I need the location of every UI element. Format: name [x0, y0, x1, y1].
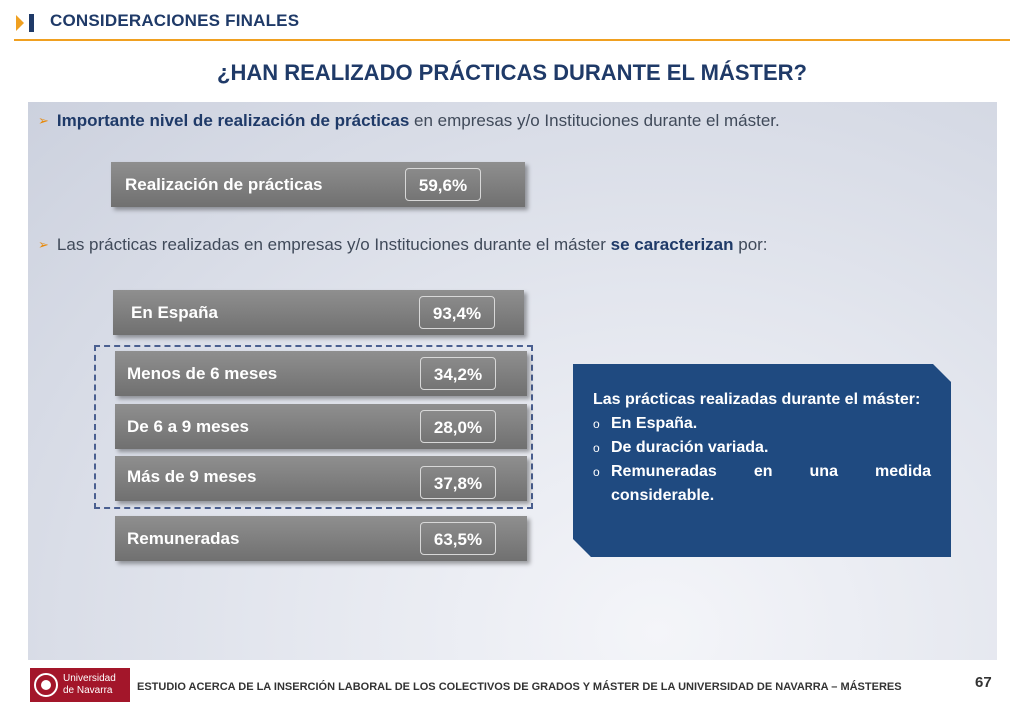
- stat-bar-espana: En España 93,4%: [113, 290, 524, 335]
- stat-label: Remuneradas: [127, 529, 240, 548]
- stat-value: 59,6%: [405, 168, 481, 201]
- summary-box: Las prácticas realizadas durante el mást…: [573, 364, 951, 557]
- summary-item: o En España.: [593, 412, 931, 436]
- summary-item-text: De duración variada.: [611, 439, 769, 456]
- header-divider: [14, 39, 1010, 41]
- bullet-intro-text: en empresas y/o Instituciones durante el…: [409, 111, 780, 130]
- stat-value: 93,4%: [419, 296, 495, 329]
- duration-group-outline: [94, 345, 533, 509]
- stat-value: 37,8%: [420, 466, 496, 499]
- bullet-arrow-icon: ➢: [38, 237, 49, 252]
- stat-label: En España: [131, 303, 218, 322]
- circle-bullet-icon: o: [593, 441, 600, 455]
- stat-value: 63,5%: [420, 522, 496, 555]
- page-number: 67: [975, 674, 992, 691]
- stat-label: Realización de prácticas: [125, 175, 323, 194]
- circle-bullet-icon: o: [593, 417, 600, 431]
- bullet-caracteristicas-text: Las prácticas realizadas en empresas y/o…: [56, 235, 611, 254]
- stat-bar-remuneradas: Remuneradas 63,5%: [115, 516, 527, 561]
- stat-value: 34,2%: [420, 357, 496, 390]
- stat-bar-6-a-9-meses: De 6 a 9 meses 28,0%: [115, 404, 527, 449]
- bullet-caracteristicas-bold: se caracterizan: [610, 235, 734, 254]
- university-logo: Universidad de Navarra: [30, 668, 130, 702]
- summary-intro: Las prácticas realizadas durante el mást…: [593, 391, 921, 408]
- stat-value: 28,0%: [420, 410, 496, 443]
- summary-item: o De duración variada.: [593, 436, 931, 460]
- summary-list: o En España. o De duración variada. o Remun…: [593, 412, 931, 508]
- stat-label: De 6 a 9 meses: [127, 417, 249, 436]
- seal-icon: [34, 673, 58, 697]
- stat-bar-menos-6-meses: Menos de 6 meses 34,2%: [115, 351, 527, 396]
- bullet-intro: ➢ Importante nivel de realización de prác…: [38, 111, 780, 131]
- bullet-intro-bold: Importante nivel de realización de práct…: [56, 111, 410, 130]
- section-arrow-icon: [16, 14, 34, 32]
- footer-study-title: ESTUDIO ACERCA DE LA INSERCIÓN LABORAL D…: [137, 681, 902, 693]
- stat-bar-realizacion: Realización de prácticas 59,6%: [111, 162, 525, 207]
- bullet-caracteristicas-end: por:: [733, 235, 768, 254]
- stat-label: Menos de 6 meses: [127, 364, 278, 383]
- summary-item: o Remuneradas en una medida considerable.: [593, 460, 931, 508]
- summary-item-text: En España.: [611, 415, 698, 432]
- stat-bar-mas-9-meses: Más de 9 meses 37,8%: [115, 456, 527, 501]
- summary-item-text: Remuneradas en una medida considerable.: [611, 463, 931, 504]
- page-title: ¿HAN REALIZADO PRÁCTICAS DURANTE EL MÁST…: [217, 60, 807, 85]
- bullet-caracteristicas: ➢ Las prácticas realizadas en empresas y/…: [38, 235, 768, 255]
- logo-text-line1: Universidad: [63, 673, 116, 684]
- stat-label: Más de 9 meses: [127, 467, 257, 486]
- bullet-arrow-icon: ➢: [38, 113, 49, 128]
- logo-text-line2: de Navarra: [63, 685, 113, 696]
- section-title: CONSIDERACIONES FINALES: [50, 11, 300, 30]
- circle-bullet-icon: o: [593, 465, 600, 479]
